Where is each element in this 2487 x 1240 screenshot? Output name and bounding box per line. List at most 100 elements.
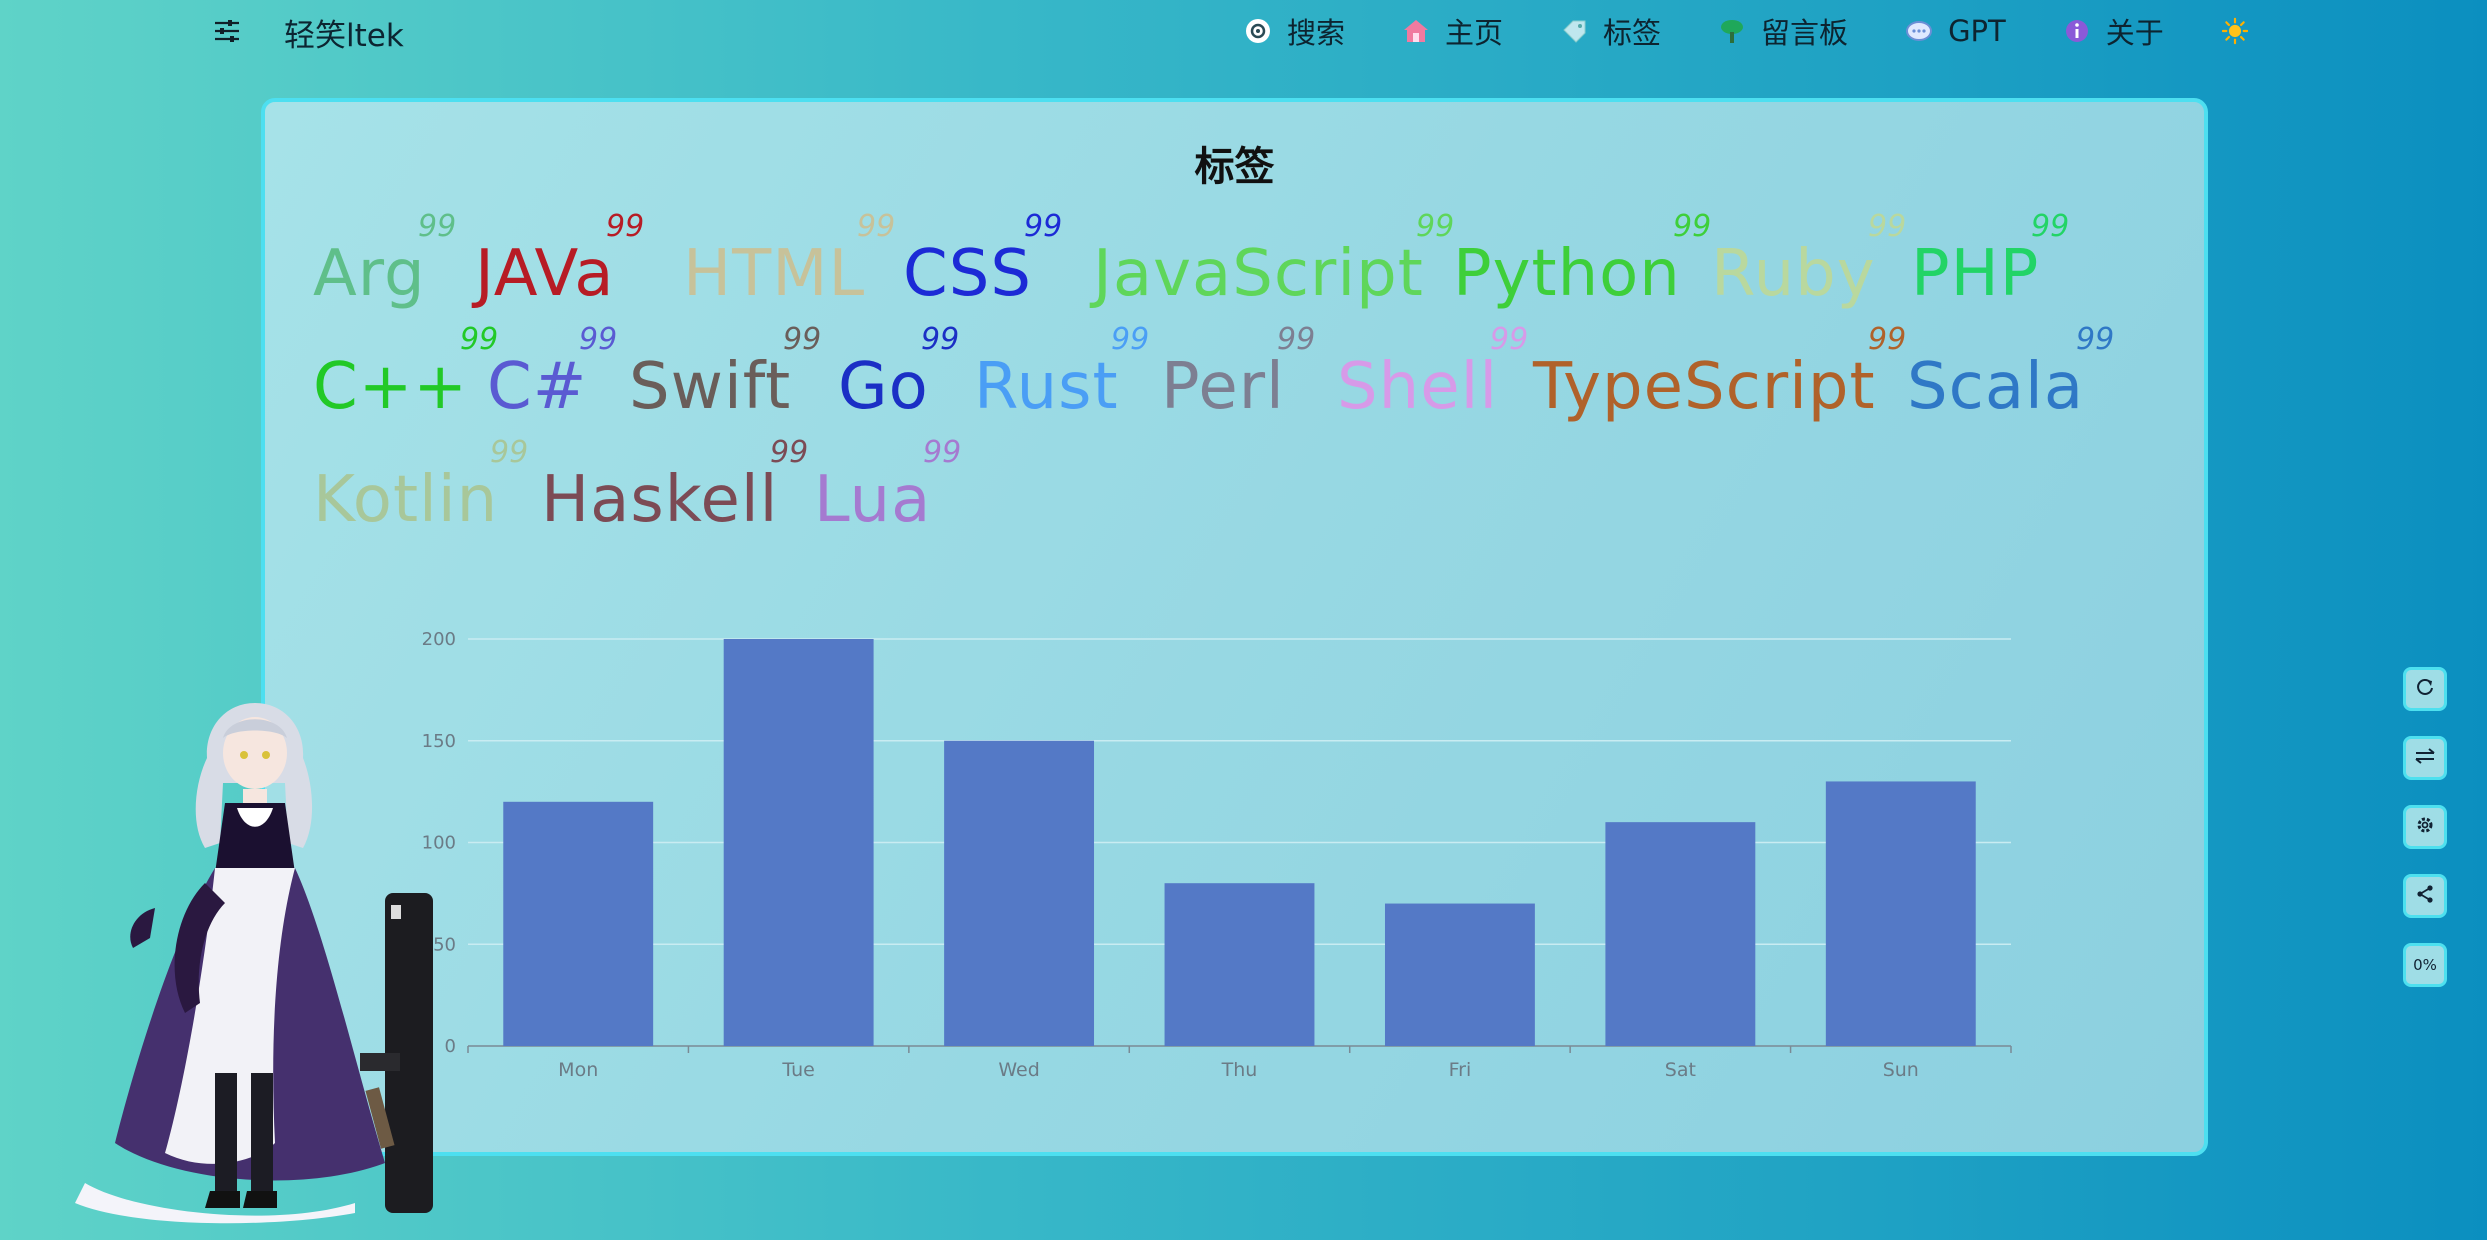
tag-swift[interactable]: Swift 99 xyxy=(629,322,821,424)
bar-thu xyxy=(1164,883,1315,1046)
x-tick-label: Fri xyxy=(1449,1059,1472,1081)
x-tick-label: Tue xyxy=(781,1059,814,1081)
settings-button[interactable] xyxy=(2403,805,2447,849)
tag-lua[interactable]: Lua 99 xyxy=(814,435,961,537)
tag-count: 99 xyxy=(1024,209,1063,244)
tag-label: Ruby xyxy=(1711,237,1876,311)
progress-button[interactable]: 0% xyxy=(2403,943,2447,987)
nav-board[interactable]: 留言板 xyxy=(1719,10,1848,52)
tag-count: 99 xyxy=(606,209,645,244)
side-toolbar: 0% xyxy=(2403,667,2451,1012)
bar-fri xyxy=(1384,903,1535,1046)
tag-count: 99 xyxy=(490,435,529,470)
home-icon xyxy=(1403,18,1429,44)
tag-label: Scala xyxy=(1907,350,2085,424)
tag-label: C# xyxy=(487,350,588,424)
theme-toggle[interactable] xyxy=(2221,17,2264,45)
tag-scala[interactable]: Scala 99 xyxy=(1907,322,2114,424)
y-tick-label: 100 xyxy=(422,833,456,854)
tag-python[interactable]: Python 99 xyxy=(1453,209,1711,311)
y-tick-label: 50 xyxy=(433,934,456,955)
tag-cloud: Arg 99 JAVa 99 HTML 99 CSS 99 JavaScript 99 Python… xyxy=(313,209,2173,556)
tag-kotlin[interactable]: Kotlin 99 xyxy=(313,435,528,537)
nav-search[interactable]: 搜索 xyxy=(1245,10,1345,52)
nav-gpt-label: GPT xyxy=(1948,14,2006,48)
tag-row: C++ 99 C# 99 Swift 99 Go 99 Rust 99 Perl 99 Shell 99 T… xyxy=(313,322,2173,443)
tag-label: Kotlin xyxy=(313,463,499,537)
tag-label: Swift xyxy=(629,350,792,424)
tag-javascript[interactable]: JavaScript 99 xyxy=(1093,209,1454,311)
tag-count: 99 xyxy=(2031,209,2070,244)
tag-haskell[interactable]: Haskell 99 xyxy=(541,435,808,537)
nav-about[interactable]: 关于 xyxy=(2064,10,2164,52)
bar-sun xyxy=(1825,781,1976,1046)
menu-icon[interactable] xyxy=(212,16,242,46)
swap-button[interactable] xyxy=(2403,736,2447,780)
nav-home[interactable]: 主页 xyxy=(1403,10,1503,52)
tag-count: 99 xyxy=(857,209,896,244)
tag-label: Arg xyxy=(313,237,426,311)
y-tick-label: 200 xyxy=(422,629,456,650)
tag-count: 99 xyxy=(1277,322,1316,357)
nav-board-label: 留言板 xyxy=(1761,16,1849,50)
tag-count: 99 xyxy=(783,322,822,357)
y-tick-label: 150 xyxy=(422,731,456,752)
share-icon xyxy=(2415,884,2435,908)
share-button[interactable] xyxy=(2403,874,2447,918)
tag-count: 99 xyxy=(770,435,809,470)
tag-label: C++ xyxy=(313,350,468,424)
nav-home-label: 主页 xyxy=(1445,16,1504,50)
tag-label: JAVa xyxy=(475,237,615,311)
x-tick-label: Thu xyxy=(1221,1059,1258,1081)
tag-label: Go xyxy=(838,350,929,424)
tag-row: Kotlin 99 Haskell 99 Lua 99 xyxy=(313,435,2173,556)
gear-icon xyxy=(2415,815,2435,839)
tag-row: Arg 99 JAVa 99 HTML 99 CSS 99 JavaScript 99 Python… xyxy=(313,209,2173,330)
tag-count: 99 xyxy=(1868,209,1907,244)
bar-wed xyxy=(944,740,1095,1046)
tag-go[interactable]: Go 99 xyxy=(838,322,959,424)
bar-tue xyxy=(723,639,874,1046)
tag-label: Python xyxy=(1453,237,1681,311)
nav-tags-label: 标签 xyxy=(1603,16,1662,50)
tag-perl[interactable]: Perl 99 xyxy=(1161,322,1315,424)
refresh-icon xyxy=(2415,677,2435,701)
tag-html[interactable]: HTML 99 xyxy=(683,209,895,311)
tag-icon xyxy=(1561,18,1587,44)
tag-label: JavaScript xyxy=(1093,237,1424,311)
tag-typescript[interactable]: TypeScript 99 xyxy=(1533,322,1906,424)
tag-css[interactable]: CSS 99 xyxy=(903,209,1062,311)
tag-c[interactable]: C++ 99 xyxy=(313,322,498,424)
tag-label: Perl xyxy=(1161,350,1285,424)
tree-icon xyxy=(1719,18,1745,44)
tag-java[interactable]: JAVa 99 xyxy=(475,209,644,311)
tag-count: 99 xyxy=(2076,322,2115,357)
site-title[interactable]: 轻笑ltek xyxy=(284,18,404,54)
nav-tags[interactable]: 标签 xyxy=(1561,10,1661,52)
bar-mon xyxy=(503,801,654,1046)
info-icon xyxy=(2064,18,2090,44)
bar-sat xyxy=(1605,822,1756,1046)
tag-count: 99 xyxy=(579,322,618,357)
tag-count: 99 xyxy=(1673,209,1712,244)
tag-count: 99 xyxy=(1416,209,1455,244)
tag-c[interactable]: C# 99 xyxy=(487,322,617,424)
tag-ruby[interactable]: Ruby 99 xyxy=(1711,209,1906,311)
tag-label: Rust xyxy=(974,350,1119,424)
y-tick-label: 0 xyxy=(445,1036,456,1057)
tag-label: Haskell xyxy=(541,463,779,537)
tag-count: 99 xyxy=(923,435,962,470)
tag-php[interactable]: PHP 99 xyxy=(1911,209,2069,311)
tag-shell[interactable]: Shell 99 xyxy=(1337,322,1528,424)
tag-rust[interactable]: Rust 99 xyxy=(974,322,1149,424)
nav-gpt[interactable]: GPT xyxy=(1906,14,2006,48)
tag-label: TypeScript xyxy=(1533,350,1876,424)
x-tick-label: Wed xyxy=(998,1059,1039,1081)
nav-about-label: 关于 xyxy=(2105,16,2164,50)
nav-search-label: 搜索 xyxy=(1287,16,1346,50)
x-tick-label: Mon xyxy=(558,1059,598,1081)
tag-arg[interactable]: Arg 99 xyxy=(313,209,456,311)
page-title: 标签 xyxy=(1194,144,1275,190)
mascot-character-image xyxy=(75,703,433,1224)
refresh-button[interactable] xyxy=(2403,667,2447,711)
